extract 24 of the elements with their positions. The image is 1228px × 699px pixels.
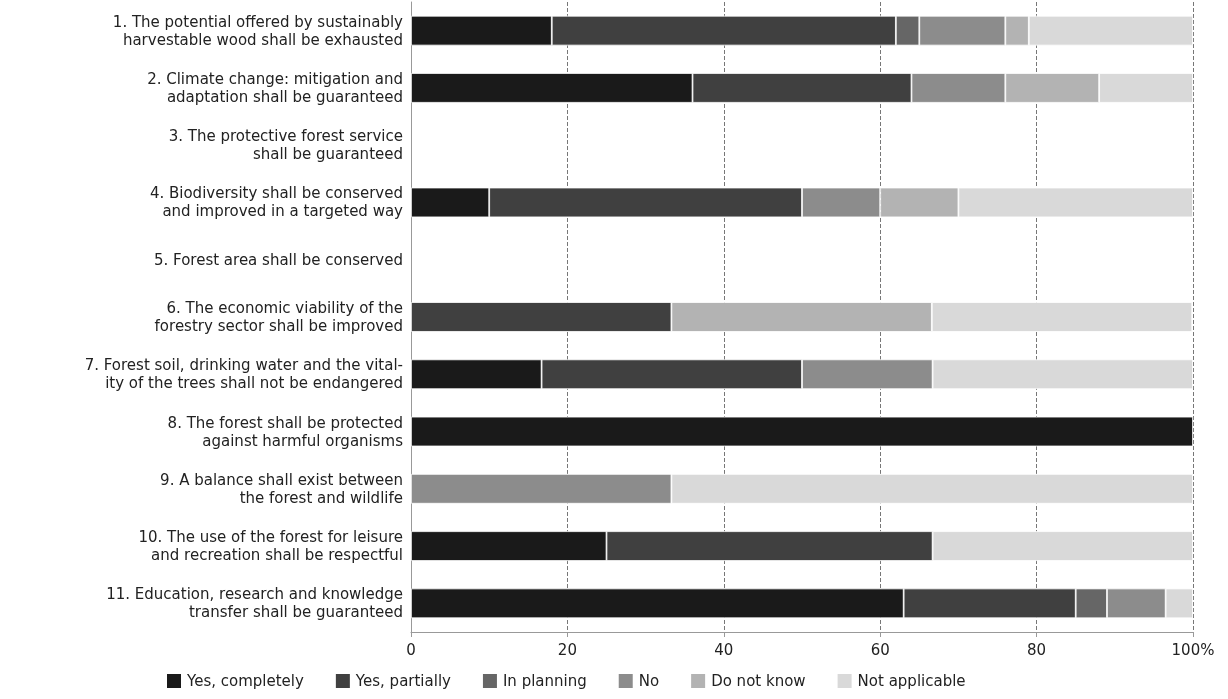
y-tick-label: 7. Forest soil, drinking water and the vital- ity of the trees shall not be endangered — [84, 356, 403, 393]
x-tick-label: 0 — [406, 640, 416, 659]
legend-label: Not applicable — [857, 672, 966, 690]
legend-label: Do not know — [711, 672, 806, 690]
x-tick-label: 80 — [1027, 640, 1047, 659]
y-tick-label: 3. The protective forest service shall be guaranteed — [168, 127, 403, 164]
x-tick-label: 20 — [557, 640, 577, 659]
legend-label: In planning — [502, 672, 587, 690]
x-tick-label: 60 — [870, 640, 890, 659]
bar — [411, 416, 1193, 447]
y-tick-label: 6. The economic viability of the forestry sector shall be improved — [154, 299, 403, 335]
legend-label: Yes, completely — [186, 672, 304, 690]
y-tick-label: 8. The forest shall be protected against harmful organisms — [167, 413, 404, 450]
y-tick-label: 2. Climate change: mitigation and adaptation shall be guaranteed — [147, 69, 403, 106]
y-tick-label: 11. Education, research and knowledge transfer shall be guaranteed — [106, 585, 403, 622]
legend-label: No — [638, 672, 660, 690]
x-tick-label: 40 — [714, 640, 734, 659]
y-tick-label: 10. The use of the forest for leisure and recreation shall be respectful — [138, 528, 403, 565]
x-tick-label: 100% — [1171, 640, 1215, 659]
legend-label: Yes, partially — [354, 672, 452, 690]
y-tick-label: 4. Biodiversity shall be conserved and improved in a targeted way — [149, 184, 404, 221]
y-tick-label: 5. Forest area shall be conserved — [153, 250, 403, 269]
y-tick-label: 9. A balance shall exist between the forest and wildlife — [160, 470, 403, 507]
y-tick-label: 1. The potential offered by sustainably harvestable wood shall be exhausted — [112, 12, 404, 49]
